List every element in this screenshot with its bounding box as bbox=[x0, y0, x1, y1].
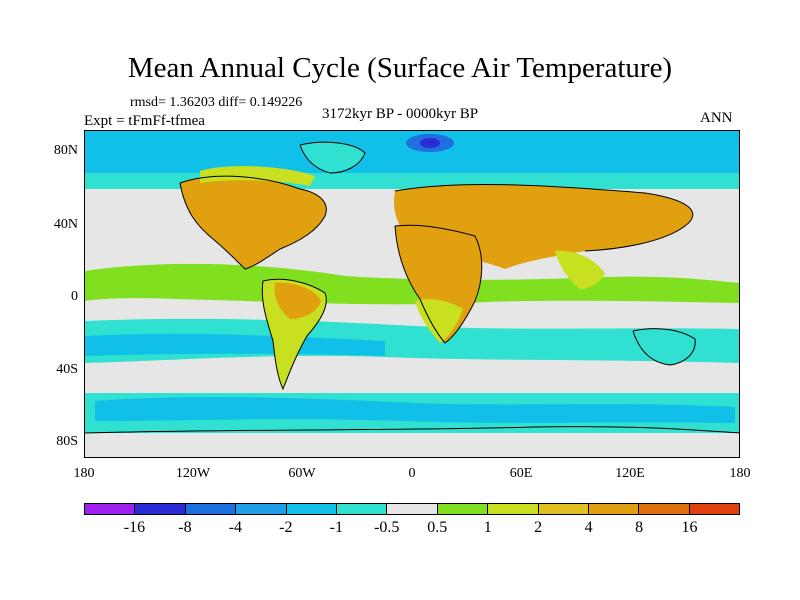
colorbar-segment bbox=[286, 504, 337, 514]
colorbar-label: 8 bbox=[635, 519, 644, 536]
colorbar-segment bbox=[588, 504, 640, 514]
africa-coast bbox=[394, 224, 483, 344]
australia-coast bbox=[632, 328, 696, 366]
arctic-coldest-spot bbox=[420, 138, 440, 148]
antarctica-coast bbox=[85, 426, 739, 434]
colorbar-label: -8 bbox=[178, 519, 192, 536]
colorbar-label: 1 bbox=[483, 519, 492, 536]
colorbar-segment bbox=[185, 504, 237, 514]
colorbar-segment bbox=[689, 504, 740, 514]
amazon-hot bbox=[274, 282, 321, 319]
colorbar-segment bbox=[639, 504, 690, 514]
coastlines bbox=[85, 141, 739, 434]
colorbar-segment bbox=[538, 504, 589, 514]
southern-cold-band bbox=[85, 333, 385, 356]
x-label-180e: 180 bbox=[729, 466, 751, 481]
y-label-80n: 80N bbox=[53, 143, 78, 158]
southern-africa-warm bbox=[415, 298, 463, 343]
colorbar bbox=[84, 503, 740, 515]
temperature-anomaly-map bbox=[84, 130, 740, 458]
north-america-coast bbox=[179, 175, 327, 270]
colorbar-label: -0.5 bbox=[374, 519, 400, 536]
colorbar-segment bbox=[85, 504, 136, 514]
x-label-120w: 120W bbox=[175, 466, 211, 481]
south-america-coast bbox=[261, 278, 327, 391]
eurasia-coast bbox=[394, 184, 694, 252]
y-label-40n: 40N bbox=[53, 217, 78, 232]
colorbar-segment bbox=[135, 504, 186, 514]
experiment-label: Expt = tFmFf-tfmea bbox=[84, 113, 205, 129]
southern-ocean-cold bbox=[95, 397, 735, 423]
y-label-80s: 80S bbox=[56, 434, 78, 449]
colorbar-segment bbox=[336, 504, 388, 514]
colorbar-label: -2 bbox=[279, 519, 293, 536]
season-label: ANN bbox=[700, 110, 733, 126]
x-label-60w: 60W bbox=[288, 466, 316, 481]
south-asia-warm bbox=[555, 250, 605, 289]
stats-text: rmsd= 1.36203 diff= 0.149226 bbox=[130, 95, 303, 110]
x-label-120e: 120E bbox=[615, 466, 645, 481]
colorbar-segment bbox=[437, 504, 489, 514]
colorbar-label: 4 bbox=[584, 519, 593, 536]
antarctica-neutral bbox=[85, 433, 739, 457]
colorbar-label: -1 bbox=[329, 519, 343, 536]
colorbar-label: 0.5 bbox=[427, 519, 448, 536]
x-label-180w: 180 bbox=[73, 466, 95, 481]
canada-arctic-warm bbox=[200, 166, 315, 186]
north-america-warm bbox=[180, 176, 327, 269]
colorbar-label: 16 bbox=[681, 519, 698, 536]
plot-title: Mean Annual Cycle (Surface Air Temperatu… bbox=[127, 52, 673, 84]
greenland-cool bbox=[300, 142, 365, 173]
greenland-coast bbox=[299, 141, 366, 174]
y-label-0: 0 bbox=[71, 289, 78, 304]
x-label-60e: 60E bbox=[509, 466, 533, 481]
colorbar-segment bbox=[236, 504, 287, 514]
map-canvas bbox=[85, 131, 739, 457]
y-label-40s: 40S bbox=[56, 362, 78, 377]
colorbar-label: -16 bbox=[123, 519, 146, 536]
colorbar-label: 2 bbox=[534, 519, 543, 536]
period-label: 3172kyr BP - 0000kyr BP bbox=[322, 106, 479, 122]
colorbar-segment bbox=[387, 504, 438, 514]
x-label-0: 0 bbox=[408, 466, 416, 481]
colorbar-segment bbox=[488, 504, 539, 514]
colorbar-label: -4 bbox=[228, 519, 243, 536]
